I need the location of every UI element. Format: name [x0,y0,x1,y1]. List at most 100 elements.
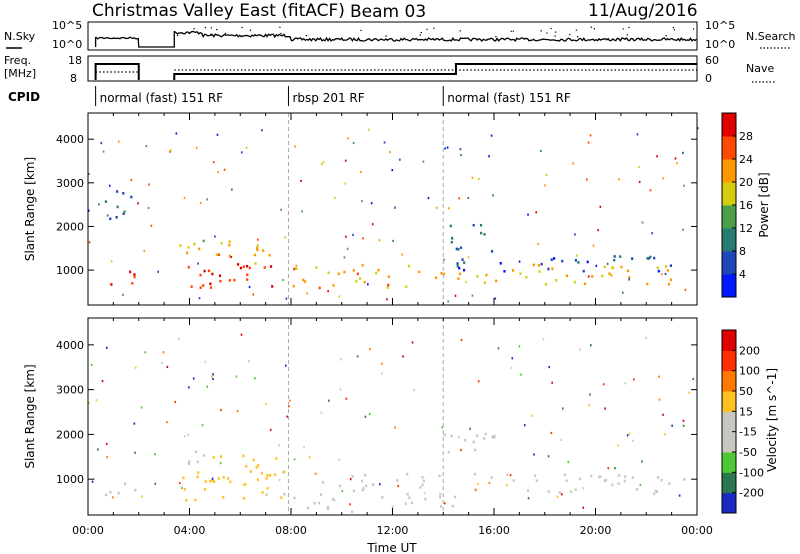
heatmap-cell [245,465,248,468]
nsearch-point [495,35,497,38]
heatmap-cell [624,475,627,478]
heatmap-cell [344,182,347,185]
heatmap-cell [520,373,522,376]
colorbar-tick: 4 [739,268,746,281]
heatmap-cell [245,146,248,149]
nsearch-point [176,34,179,37]
nsky-tick-top: 10^5 [52,19,82,32]
date-label: 11/Aug/2016 [588,1,698,21]
heatmap-cell [194,450,198,454]
heatmap-cell [122,212,125,216]
heatmap-cell [463,261,466,264]
heatmap-cell [101,380,104,383]
heatmap-cell [285,297,288,300]
heatmap-cell [242,265,245,268]
colorbar-swatch [722,136,736,160]
heatmap-cell [471,176,474,179]
heatmap-cell [552,257,556,260]
heatmap-cell [327,290,329,293]
freq-label-line2: [MHz] [4,67,36,80]
heatmap-cell [464,438,467,442]
heatmap-cell [602,383,605,386]
heatmap-cell [194,498,197,502]
heatmap-cell [561,259,564,263]
heatmap-cell [668,482,671,485]
nsearch-point [593,28,596,30]
heatmap-cell [560,438,562,442]
heatmap-cell [95,399,98,402]
heatmap-cell [610,274,613,277]
heatmap-cell [88,241,91,244]
power-colorbar: 4 8 12 16 20 24 28 Power [dB] [721,112,771,298]
heatmap-cell [651,232,653,235]
heatmap-cell [327,271,330,275]
heatmap-cell [682,151,684,155]
colorbar-swatch [722,350,736,372]
heatmap-cell [391,505,394,509]
heatmap-cell [105,442,108,445]
heatmap-cell [646,256,649,260]
heatmap-cell [547,455,550,458]
heatmap-cell [266,474,269,477]
colorbar-tick: -15 [739,426,757,439]
heatmap-cell [587,141,590,144]
heatmap-cell [216,133,219,136]
heatmap-cell [347,137,349,140]
heatmap-cell [443,258,445,261]
heatmap-cell [657,269,660,273]
nsearch-point [692,28,695,30]
heatmap-cell [585,178,588,181]
heatmap-cell [209,282,212,286]
cpid-label: CPID [8,90,40,104]
heatmap-cell [460,153,462,157]
heatmap-cell [362,237,364,240]
heatmap-cell [105,493,108,497]
heatmap-cell [199,273,202,277]
heatmap-cell [181,486,183,489]
heatmap-cell [265,493,268,497]
heatmap-cell [228,240,231,243]
nave-tick-top: 60 [705,54,719,67]
heatmap-cell [204,480,207,483]
colorbar-swatch [722,228,736,252]
heatmap-cell [422,160,425,163]
heatmap-cell [377,268,380,272]
heatmap-cell [334,196,336,200]
heatmap-cell [318,286,321,290]
heatmap-cell [427,196,430,200]
heatmap-cell [230,255,233,259]
heatmap-cell [338,295,341,298]
heatmap-cell [185,499,188,502]
heatmap-cell [606,262,609,265]
heatmap-cell [443,433,446,437]
heatmap-cell [341,490,344,493]
colorbar-swatch [722,492,736,514]
colorbar-swatch [722,251,736,275]
heatmap-cell [477,178,480,181]
y-tick-label: 3000 [56,384,84,397]
heatmap-cell [361,200,363,203]
heatmap-cell [565,274,568,278]
heatmap-cell [269,474,272,477]
heatmap-cell [619,255,622,258]
heatmap-cell [367,128,370,131]
heatmap-cell [444,502,446,505]
heatmap-cell [98,203,100,206]
heatmap-cell [212,373,214,376]
heatmap-cell [608,272,611,276]
heatmap-cell [115,215,118,219]
heatmap-cell [293,496,296,500]
colorbar-swatch [722,159,736,183]
heatmap-cell [535,211,538,214]
heatmap-cell [246,273,249,277]
nsky-tick-bottom: 10^0 [52,38,82,51]
heatmap-cell [620,265,623,269]
heatmap-cell [228,254,231,258]
heatmap-cell [572,162,575,165]
nsearch-point [419,34,421,36]
heatmap-cell [351,475,354,478]
heatmap-cell [195,146,198,149]
heatmap-cell [364,473,367,477]
nave-tick-bottom: 0 [705,72,712,85]
